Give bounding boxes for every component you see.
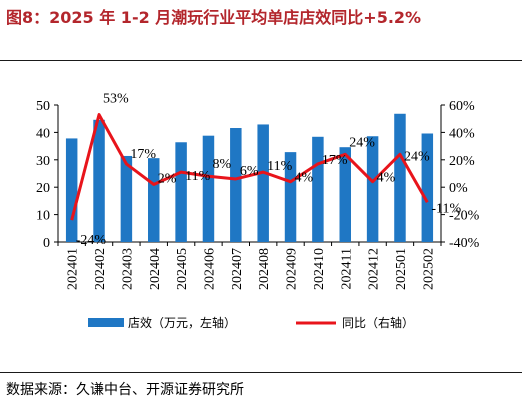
left-tick-label: 30 xyxy=(36,154,50,169)
data-label: -24% xyxy=(76,233,107,248)
data-label: 17% xyxy=(130,147,156,162)
bar xyxy=(312,136,324,242)
legend-bar-label: 店效（万元，左轴） xyxy=(128,315,236,330)
left-tick-label: 20 xyxy=(36,181,50,196)
x-tick-label: 202404 xyxy=(148,248,163,290)
legend-bar-swatch xyxy=(88,318,124,327)
yoy-line xyxy=(70,113,429,221)
bar xyxy=(93,119,105,242)
bar xyxy=(366,136,379,242)
right-tick-label: 20% xyxy=(449,154,475,169)
x-tick-label: 202409 xyxy=(285,248,300,290)
source-note: 数据来源：久谦中台、开源证券研究所 xyxy=(6,382,244,398)
x-tick-label: 202411 xyxy=(339,248,354,289)
data-label: 4% xyxy=(377,171,396,186)
data-label: 11% xyxy=(267,159,292,174)
data-label: 24% xyxy=(349,135,375,150)
data-label: 2% xyxy=(158,171,177,186)
source-divider xyxy=(0,372,522,373)
chart: 0 10 20 30 40 50 -40% -20% 0% 20% 40% 60% 202401 2024… xyxy=(36,92,480,330)
bar xyxy=(120,155,133,242)
bar xyxy=(421,133,434,242)
right-tick-label: 40% xyxy=(449,126,475,141)
bar xyxy=(148,158,160,242)
bar xyxy=(339,147,351,242)
data-label: 8% xyxy=(212,157,231,172)
x-tick-label: 202406 xyxy=(202,248,217,290)
data-label: 24% xyxy=(404,149,430,164)
left-tick-label: 10 xyxy=(36,209,50,224)
data-label: -11% xyxy=(431,201,461,216)
data-label: 11% xyxy=(185,169,210,184)
x-tick-label: 202401 xyxy=(66,248,81,290)
right-tick-label: 60% xyxy=(449,99,475,114)
x-tick-label: 202405 xyxy=(175,248,190,290)
bar xyxy=(284,152,297,242)
left-tick-label: 0 xyxy=(43,236,50,251)
data-label: 4% xyxy=(295,171,314,186)
x-tick-label: 202412 xyxy=(367,248,382,290)
data-label: 6% xyxy=(240,164,259,179)
bar xyxy=(65,138,78,242)
bar xyxy=(202,135,215,242)
left-tick-label: 40 xyxy=(36,126,50,141)
bar xyxy=(394,113,406,242)
legend-line-label: 同比（右轴） xyxy=(342,315,414,330)
x-tick-label: 202502 xyxy=(421,248,436,290)
data-label: 17% xyxy=(322,153,348,168)
x-tick-label: 202501 xyxy=(394,248,409,290)
x-tick-label: 202403 xyxy=(120,248,135,290)
chart-title: 图8：2025 年 1-2 月潮玩行业平均单店店效同比+5.2% xyxy=(6,8,422,27)
x-tick-label: 202402 xyxy=(93,248,108,290)
x-tick-label: 202408 xyxy=(257,248,272,290)
right-tick-label: -40% xyxy=(449,236,480,251)
right-tick-label: -20% xyxy=(449,209,480,224)
right-tick-label: 0% xyxy=(449,181,468,196)
bar xyxy=(257,124,269,242)
bar xyxy=(175,142,187,242)
bar xyxy=(230,128,242,242)
x-tick-label: 202407 xyxy=(230,248,245,290)
data-label: 53% xyxy=(103,92,129,107)
title-divider xyxy=(0,60,522,61)
x-tick-label: 202410 xyxy=(312,248,327,290)
left-tick-label: 50 xyxy=(36,99,50,114)
